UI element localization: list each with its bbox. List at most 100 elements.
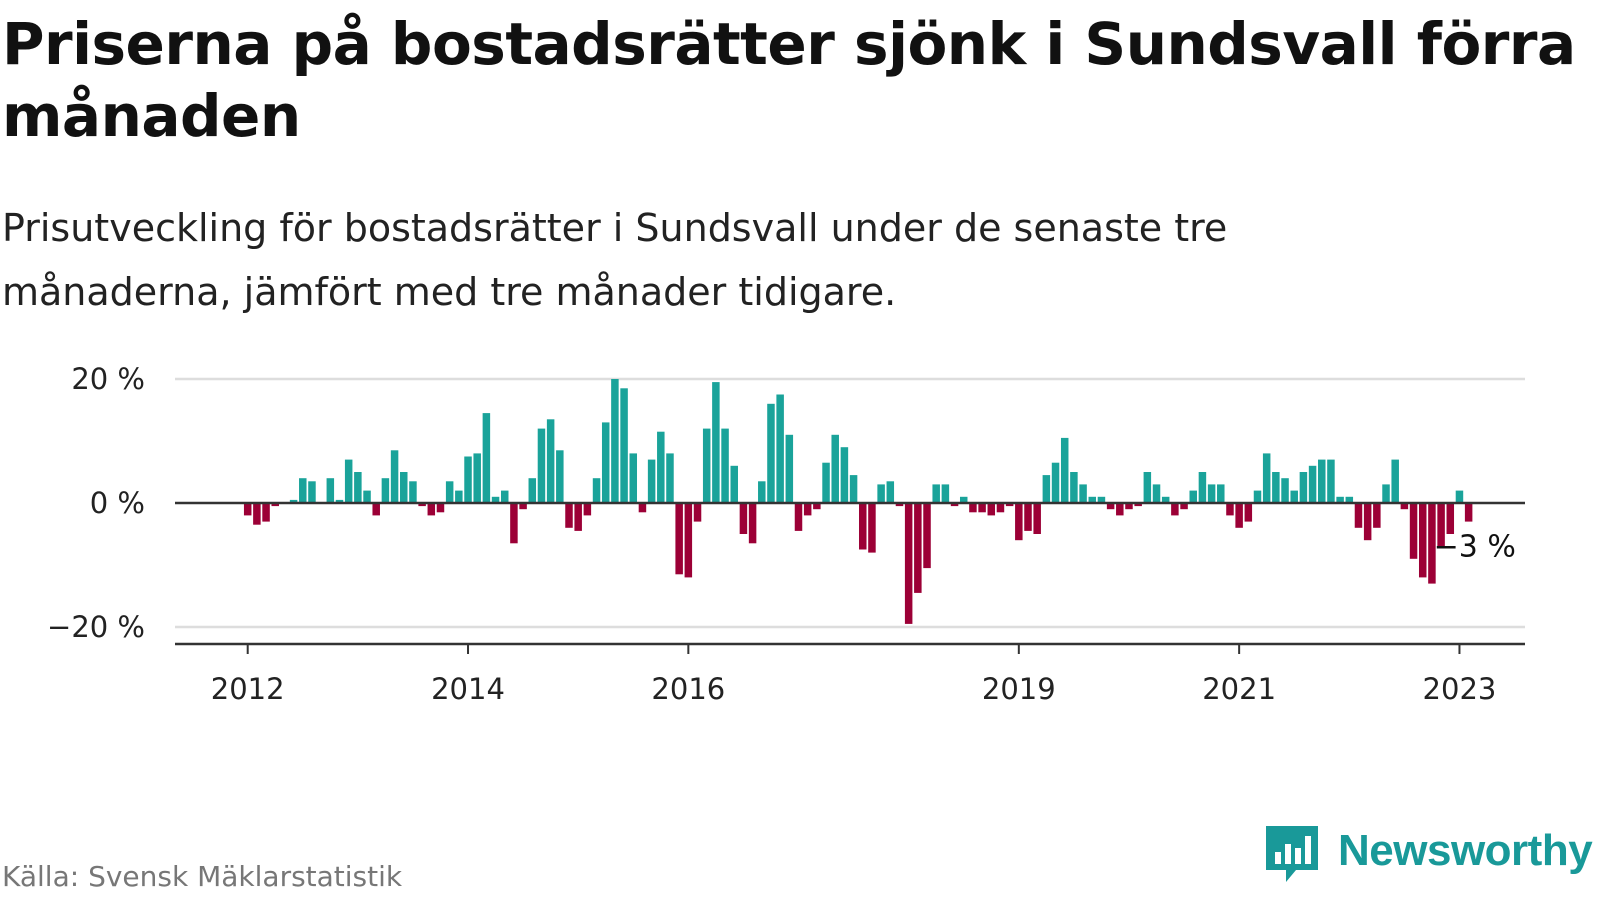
x-tick-label: 2012	[211, 672, 285, 706]
bar	[583, 503, 592, 516]
bar	[1382, 484, 1390, 503]
x-tick-label: 2016	[651, 672, 725, 706]
bar	[565, 503, 573, 528]
bar	[794, 503, 803, 531]
bar	[1354, 503, 1363, 528]
bar	[950, 503, 959, 507]
bar	[253, 503, 261, 525]
bar	[1409, 503, 1418, 559]
page-title: Priserna på bostadsrätter sjönk i Sundsv…	[2, 10, 1576, 150]
bar	[372, 503, 380, 516]
bar	[299, 478, 307, 503]
bar	[1336, 496, 1344, 503]
bar	[739, 503, 748, 534]
bar	[1207, 484, 1216, 503]
bar	[684, 503, 693, 578]
bar	[1373, 503, 1381, 528]
bar	[1290, 490, 1298, 503]
source-note: Källa: Svensk Mäklarstatistik	[2, 860, 403, 893]
x-tick-label: 2019	[982, 672, 1056, 706]
bar	[803, 503, 812, 516]
bar	[987, 503, 996, 516]
bar	[1455, 490, 1464, 503]
bar	[1015, 503, 1023, 541]
bar	[1428, 503, 1436, 584]
bar	[473, 453, 481, 503]
bar	[1345, 496, 1354, 503]
x-tick-label: 2021	[1202, 672, 1276, 706]
bar	[381, 478, 390, 503]
bar	[1070, 472, 1078, 503]
bar	[1042, 475, 1051, 503]
bar	[666, 453, 674, 503]
bar	[611, 379, 619, 503]
bar	[592, 478, 601, 503]
bar	[500, 490, 509, 503]
bar	[400, 472, 408, 503]
bar	[601, 422, 610, 503]
bar	[1024, 503, 1032, 531]
bar	[1327, 459, 1335, 503]
bar	[730, 465, 738, 503]
bar	[657, 431, 665, 503]
bar	[455, 490, 463, 503]
bar	[519, 503, 527, 510]
tick-labels: 20 % 0 % −20 % 2012 2014 2016 2019 2021 2023 −3 %	[47, 362, 1516, 706]
bar	[243, 503, 252, 516]
bar	[996, 503, 1005, 513]
bar	[427, 503, 436, 516]
bar	[418, 503, 426, 507]
bar	[959, 496, 968, 503]
bar	[831, 434, 839, 503]
bar	[859, 503, 867, 550]
bar	[1272, 472, 1280, 503]
newsworthy-logo[interactable]: Newsworthy	[1262, 822, 1593, 892]
bar-chart-speech-bubble-icon	[1266, 826, 1318, 882]
bar	[1143, 472, 1152, 503]
bar	[914, 503, 922, 593]
bar	[344, 459, 353, 503]
x-tick-label: 2023	[1423, 672, 1497, 706]
bar	[556, 450, 564, 503]
bar	[574, 503, 582, 531]
x-tick-label: 2014	[431, 672, 505, 706]
bar-series	[243, 379, 1473, 624]
bar-chart: 20 % 0 % −20 % 2012 2014 2016 2019 2021 2023 −3 %	[47, 362, 1525, 706]
bar	[1318, 459, 1326, 503]
bar	[308, 481, 316, 503]
bar	[1299, 472, 1308, 503]
bar	[1198, 472, 1207, 503]
bar	[1418, 503, 1427, 578]
bar	[1437, 503, 1445, 547]
bar	[868, 503, 876, 553]
bar	[363, 490, 371, 503]
bar	[546, 419, 555, 503]
bar	[354, 472, 362, 503]
bar	[262, 503, 270, 522]
bar	[877, 484, 885, 503]
bar	[969, 503, 977, 513]
last-value-label: −3 %	[1434, 530, 1516, 565]
bar	[1051, 462, 1060, 503]
bar	[528, 478, 537, 503]
bar	[1152, 484, 1161, 503]
bar	[758, 481, 766, 503]
bar	[1180, 503, 1188, 510]
bar	[1446, 503, 1455, 534]
bar	[840, 447, 849, 503]
bar	[693, 503, 702, 522]
bar	[1226, 503, 1234, 516]
bar	[1262, 453, 1271, 503]
bar	[1079, 484, 1087, 503]
bar	[767, 403, 775, 503]
brand-name: Newsworthy	[1338, 826, 1593, 875]
bar	[445, 481, 454, 503]
bar	[1116, 503, 1124, 516]
bar	[923, 503, 931, 569]
bar	[1161, 496, 1170, 503]
axes	[175, 501, 1525, 654]
bar	[1308, 465, 1317, 503]
bar	[721, 428, 729, 503]
bar	[647, 459, 656, 503]
bar	[482, 413, 491, 503]
